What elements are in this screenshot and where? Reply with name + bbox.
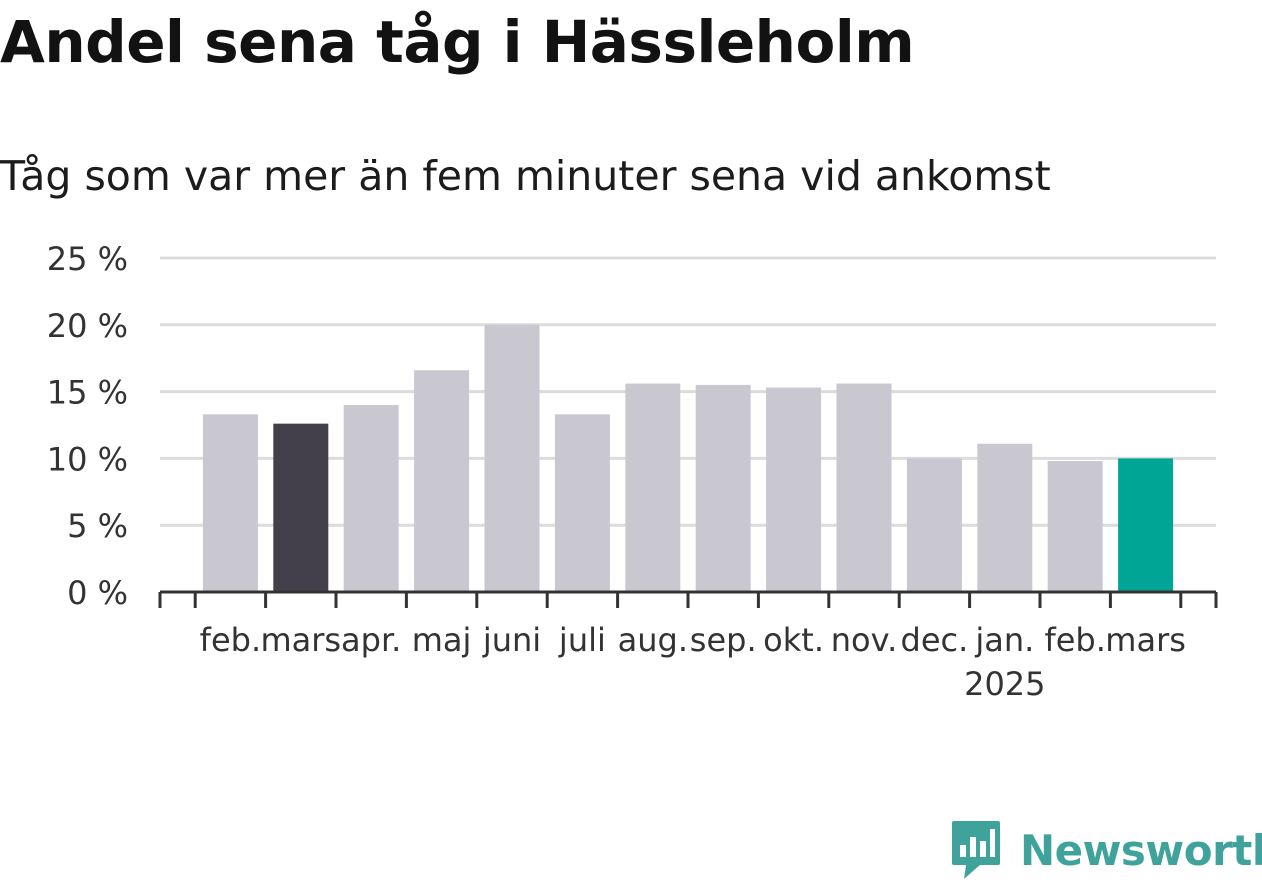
y-tick-label: 0 % [67, 574, 128, 612]
x-year-label: 2025 [964, 665, 1045, 703]
x-tick-label: sep. [690, 621, 757, 659]
x-axis-labels: feb. mars apr. maj juni juli aug. sep. okt. nov. d… [200, 621, 1186, 703]
y-tick-label: 25 % [47, 240, 128, 278]
bar [1047, 461, 1103, 592]
x-tick-label: feb. [200, 621, 261, 659]
x-tick-label: mars [260, 621, 341, 659]
grid-lines [160, 256, 1216, 527]
bar [906, 458, 962, 592]
bar-chart-badge-icon [952, 821, 1000, 879]
bar [554, 414, 610, 592]
x-tick-label: apr. [341, 621, 401, 659]
x-tick-label: okt. [763, 621, 824, 659]
bar [836, 383, 892, 592]
bar [625, 383, 681, 592]
y-tick-label: 10 % [47, 440, 128, 478]
x-tick-label: dec. [901, 621, 969, 659]
brand-name: Newsworthy [1020, 825, 1262, 875]
x-tick-label: jan. [974, 621, 1034, 659]
bar [695, 384, 751, 592]
newsworthy-logo[interactable]: Newsworthy [950, 818, 1262, 882]
x-tick-label: feb. [1044, 621, 1105, 659]
bar-chart: 0 %5 %10 %15 %20 %25 % feb. mars apr. maj ju… [47, 240, 1218, 703]
bar [1118, 458, 1174, 592]
chart-subtitle: Tåg som var mer än fem minuter sena vid … [0, 152, 1051, 200]
bars [202, 324, 1174, 592]
bar [766, 387, 822, 592]
y-axis-labels: 0 % 5 % 10 % 15 % 20 % 25 % [47, 240, 128, 612]
bar [273, 423, 329, 592]
x-tick-label: maj [412, 621, 472, 659]
x-tick-label: nov. [831, 621, 897, 659]
bar [484, 324, 540, 592]
x-tick-label: juli [558, 621, 606, 659]
y-tick-label: 15 % [47, 374, 128, 412]
y-tick-label: 5 % [67, 507, 128, 545]
bar [343, 404, 399, 592]
x-tick-label: juni [482, 621, 541, 659]
y-tick-label: 20 % [47, 307, 128, 345]
x-tick-label: mars [1105, 621, 1186, 659]
x-axis [158, 590, 1218, 608]
x-tick-label: aug. [618, 621, 688, 659]
bar [977, 443, 1033, 592]
bar [202, 414, 258, 592]
bar [414, 370, 470, 592]
chart-title: Andel sena tåg i Hässleholm [0, 8, 915, 76]
